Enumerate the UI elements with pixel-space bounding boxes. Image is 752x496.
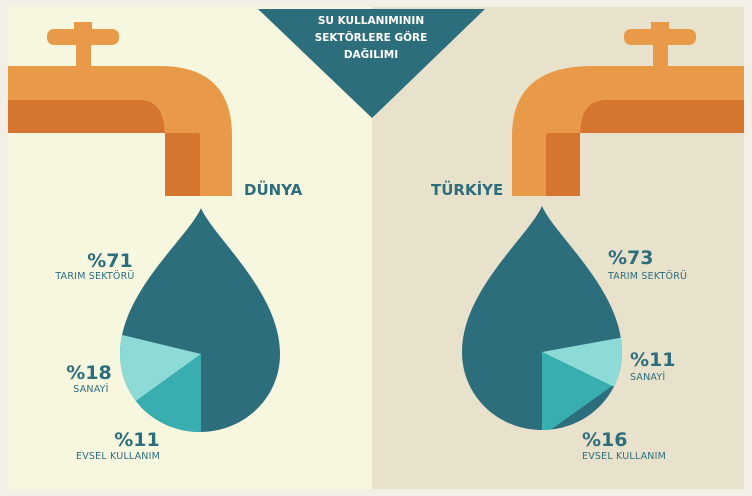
title-line-2: SEKTÖRLERE GÖRE (315, 30, 428, 44)
turkey-cap-tarim: TARIM SEKTÖRÜ (607, 271, 687, 282)
title-line-1: SU KULLANIMININ (318, 15, 424, 27)
left-faucet-icon (8, 22, 232, 196)
turkey-pct-tarim: %73 (608, 247, 653, 269)
turkey-slice-sanayi (542, 336, 622, 386)
title-line-3: DAĞILIMI (344, 48, 398, 61)
world-pct-evsel: %11 (114, 429, 159, 451)
turkey-slice-evsel (542, 352, 612, 430)
world-pct-tarim: %71 (87, 250, 132, 272)
world-pct-sanayi: %18 (66, 362, 111, 384)
world-cap-sanayi: SANAYİ (73, 384, 108, 395)
turkey-pct-sanayi: %11 (630, 349, 675, 371)
world-slice-sanayi (120, 334, 201, 414)
title-banner (258, 9, 485, 118)
region-label-world: DÜNYA (244, 180, 303, 199)
turkey-cap-evsel: EVSEL KULLANIM (582, 451, 666, 462)
region-label-turkey: TÜRKİYE (431, 180, 503, 199)
turkey-cap-sanayi: SANAYİ (630, 372, 665, 383)
right-faucet-icon (512, 22, 744, 196)
world-cap-evsel: EVSEL KULLANIM (76, 451, 160, 462)
world-cap-tarim: TARIM SEKTÖRÜ (54, 271, 134, 282)
turkey-pct-evsel: %16 (582, 429, 627, 451)
